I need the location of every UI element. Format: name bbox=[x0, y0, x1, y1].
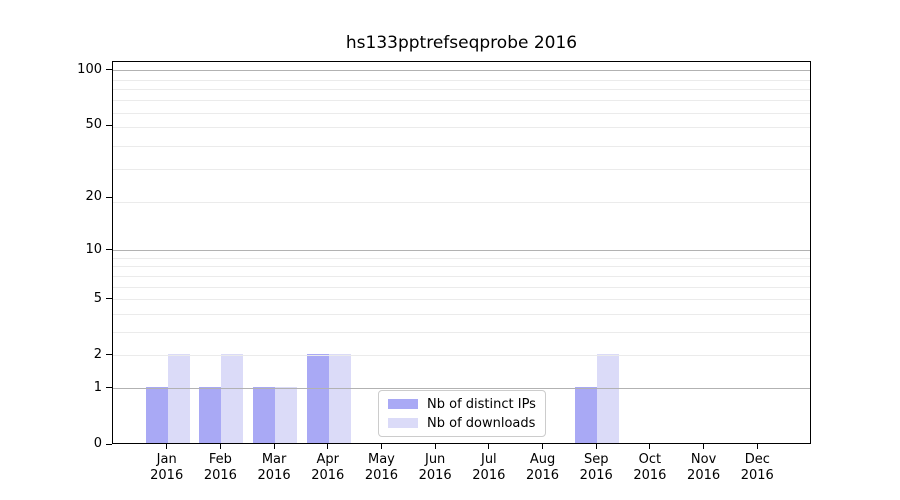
gridline-minor bbox=[113, 79, 810, 81]
x-tick-label: Aug 2016 bbox=[525, 452, 560, 483]
x-axis-tick bbox=[756, 444, 758, 449]
y-axis-tick bbox=[106, 124, 112, 126]
gridline-minor bbox=[113, 314, 810, 316]
gridline-minor bbox=[113, 355, 810, 357]
gridline-minor bbox=[113, 168, 810, 170]
x-tick-label: Oct 2016 bbox=[633, 452, 667, 483]
legend-item-distinct-ips: Nb of distinct IPs bbox=[388, 397, 536, 412]
bar-downloads-jan bbox=[167, 353, 190, 443]
y-tick-label: 1 bbox=[93, 379, 102, 395]
x-tick-label: Jul 2016 bbox=[472, 452, 506, 483]
x-axis-tick bbox=[542, 444, 544, 449]
bar-downloads-sep bbox=[597, 353, 620, 443]
x-axis-tick bbox=[166, 444, 168, 449]
gridline-major bbox=[113, 70, 810, 72]
x-axis-tick bbox=[273, 444, 275, 449]
bar-distinct-ips-mar bbox=[253, 386, 276, 443]
gridline-minor bbox=[113, 89, 810, 91]
y-tick-label: 100 bbox=[77, 61, 102, 77]
x-axis-tick bbox=[219, 444, 221, 449]
legend-item-downloads: Nb of downloads bbox=[388, 416, 536, 431]
x-axis-tick bbox=[595, 444, 597, 449]
y-axis-tick bbox=[106, 249, 112, 251]
y-tick-label: 5 bbox=[93, 290, 102, 306]
y-axis-tick bbox=[106, 298, 112, 300]
legend-label-distinct-ips: Nb of distinct IPs bbox=[427, 396, 536, 412]
bar-distinct-ips-sep bbox=[575, 386, 598, 443]
gridline-major bbox=[113, 250, 810, 252]
bar-downloads-mar bbox=[275, 386, 298, 443]
x-tick-label: Sep 2016 bbox=[579, 452, 613, 483]
bars-layer bbox=[113, 62, 810, 443]
plot-area bbox=[112, 61, 811, 444]
gridline-minor bbox=[113, 201, 810, 203]
x-axis-tick bbox=[434, 444, 436, 449]
x-tick-label: Apr 2016 bbox=[311, 452, 345, 483]
x-axis-tick bbox=[703, 444, 705, 449]
y-axis-tick bbox=[106, 443, 112, 445]
y-tick-label: 10 bbox=[85, 241, 102, 257]
x-tick-label: Feb 2016 bbox=[203, 452, 237, 483]
x-tick-label: May 2016 bbox=[364, 452, 398, 483]
y-axis-tick bbox=[106, 196, 112, 198]
gridline-minor bbox=[113, 299, 810, 301]
gridline-minor bbox=[113, 257, 810, 259]
gridline-minor bbox=[113, 266, 810, 268]
legend-swatch-distinct-ips bbox=[388, 399, 418, 409]
bar-distinct-ips-feb bbox=[199, 386, 222, 443]
x-tick-label: Jun 2016 bbox=[418, 452, 452, 483]
y-tick-label: 0 bbox=[93, 436, 102, 451]
x-axis-tick bbox=[380, 444, 382, 449]
x-tick-label: Nov 2016 bbox=[687, 452, 721, 483]
y-axis-tick bbox=[106, 354, 112, 356]
gridline-minor bbox=[113, 275, 810, 277]
gridline-minor bbox=[113, 127, 810, 129]
y-tick-label: 2 bbox=[93, 346, 102, 362]
x-axis-tick bbox=[327, 444, 329, 449]
x-tick-label: Jan 2016 bbox=[150, 452, 184, 483]
bar-distinct-ips-jan bbox=[145, 386, 168, 443]
gridlines-layer bbox=[113, 62, 810, 443]
gridline-minor bbox=[113, 332, 810, 334]
legend-label-downloads: Nb of downloads bbox=[427, 415, 536, 431]
gridline-minor bbox=[113, 286, 810, 288]
gridline-major bbox=[113, 388, 810, 390]
y-tick-label: 50 bbox=[85, 117, 102, 133]
bar-distinct-ips-apr bbox=[306, 353, 329, 443]
y-axis-tick bbox=[106, 69, 112, 71]
x-axis-tick bbox=[488, 444, 490, 449]
gridline-minor bbox=[113, 145, 810, 147]
chart-title: hs133pptrefseqprobe 2016 bbox=[345, 33, 578, 53]
x-axis-tick bbox=[649, 444, 651, 449]
gridline-minor bbox=[113, 112, 810, 114]
gridline-minor bbox=[113, 100, 810, 102]
y-tick-label: 20 bbox=[85, 189, 102, 205]
legend-swatch-downloads bbox=[388, 418, 418, 428]
x-tick-label: Dec 2016 bbox=[740, 452, 774, 483]
bar-downloads-feb bbox=[221, 353, 244, 443]
x-tick-label: Mar 2016 bbox=[257, 452, 291, 483]
legend: Nb of distinct IPs Nb of downloads bbox=[378, 390, 546, 437]
bar-downloads-apr bbox=[328, 353, 351, 443]
y-axis-tick bbox=[106, 387, 112, 389]
